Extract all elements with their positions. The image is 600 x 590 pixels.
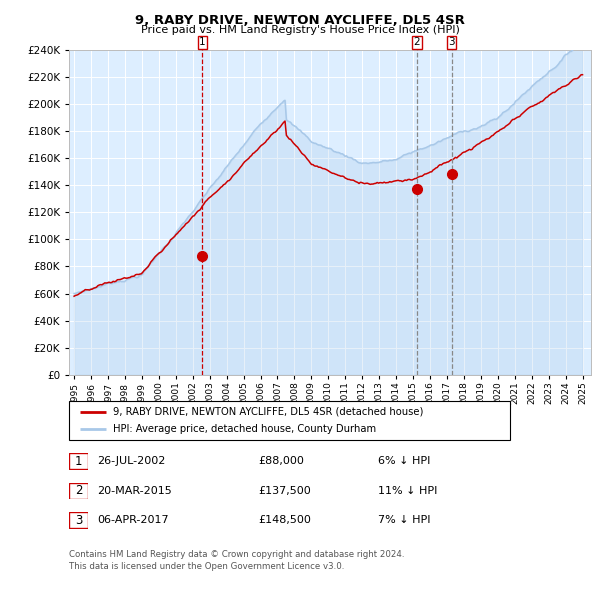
Text: 3: 3 [448, 37, 455, 47]
Text: 11% ↓ HPI: 11% ↓ HPI [378, 486, 437, 496]
Text: 2: 2 [413, 37, 420, 47]
Text: 9, RABY DRIVE, NEWTON AYCLIFFE, DL5 4SR: 9, RABY DRIVE, NEWTON AYCLIFFE, DL5 4SR [135, 14, 465, 27]
Text: 1: 1 [199, 37, 206, 47]
Text: £148,500: £148,500 [258, 516, 311, 525]
Text: 6% ↓ HPI: 6% ↓ HPI [378, 457, 430, 466]
Text: HPI: Average price, detached house, County Durham: HPI: Average price, detached house, Coun… [113, 424, 376, 434]
Text: 3: 3 [75, 514, 82, 527]
Text: 26-JUL-2002: 26-JUL-2002 [97, 457, 166, 466]
Text: 1: 1 [75, 455, 82, 468]
Text: 06-APR-2017: 06-APR-2017 [97, 516, 169, 525]
Text: This data is licensed under the Open Government Licence v3.0.: This data is licensed under the Open Gov… [69, 562, 344, 571]
Text: 20-MAR-2015: 20-MAR-2015 [97, 486, 172, 496]
Text: £137,500: £137,500 [258, 486, 311, 496]
Text: Contains HM Land Registry data © Crown copyright and database right 2024.: Contains HM Land Registry data © Crown c… [69, 550, 404, 559]
Text: 9, RABY DRIVE, NEWTON AYCLIFFE, DL5 4SR (detached house): 9, RABY DRIVE, NEWTON AYCLIFFE, DL5 4SR … [113, 407, 424, 417]
Text: 7% ↓ HPI: 7% ↓ HPI [378, 516, 431, 525]
Text: Price paid vs. HM Land Registry's House Price Index (HPI): Price paid vs. HM Land Registry's House … [140, 25, 460, 35]
Text: £88,000: £88,000 [258, 457, 304, 466]
Text: 2: 2 [75, 484, 82, 497]
